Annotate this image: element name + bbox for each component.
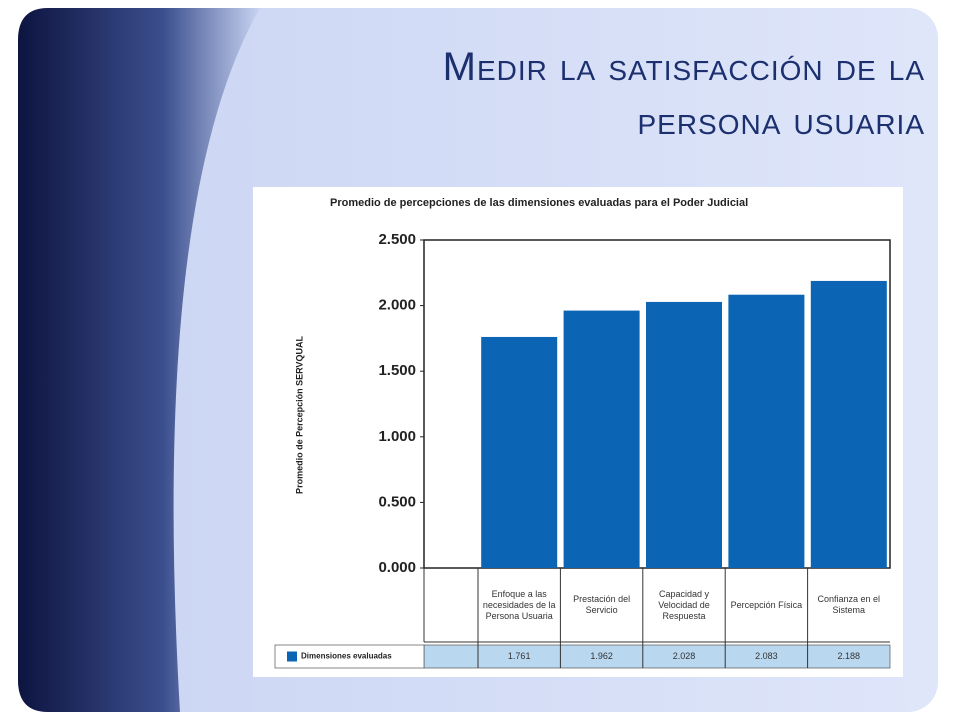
data-label: 2.188 <box>838 651 861 661</box>
data-label: 1.761 <box>508 651 531 661</box>
legend-label: Dimensiones evaluadas <box>301 652 392 661</box>
x-tick-label: Prestación del Servicio <box>573 594 631 615</box>
y-axis-label: Promedio de Percepción SERVQUAL <box>294 336 304 494</box>
x-tick-label-box: Capacidad y Velocidad de Respuesta <box>658 588 710 621</box>
bar <box>810 280 887 568</box>
bar <box>563 310 640 568</box>
chart-title: Promedio de percepciones de las dimensio… <box>330 197 748 209</box>
x-tick-label: Capacidad y Velocidad de Respuesta <box>658 588 710 621</box>
data-label: 2.028 <box>673 651 696 661</box>
y-tick-label: 0.000 <box>378 559 416 576</box>
bar <box>481 336 558 568</box>
side-panel <box>18 8 260 712</box>
y-tick-label: 2.500 <box>378 231 416 248</box>
slide-title: Medir la satisfacción de la persona usua… <box>442 45 925 143</box>
data-label: 1.962 <box>590 651 613 661</box>
y-tick-label: 0.500 <box>378 493 416 510</box>
x-tick-label: Confianza en el Sistema <box>817 594 881 615</box>
y-tick-label: 2.000 <box>378 297 416 314</box>
legend-cell-bg <box>274 644 425 669</box>
x-tick-label-box: Percepción Física <box>730 599 803 610</box>
bar <box>646 301 722 568</box>
x-tick-label-box: Prestación del Servicio <box>573 594 631 615</box>
x-tick-label-box: Enfoque a las necesidades de la Persona … <box>482 588 556 621</box>
x-tick-label-box: Confianza en el Sistema <box>817 594 881 615</box>
y-tick-label: 1.500 <box>378 362 416 379</box>
x-tick-label: Percepción Física <box>730 599 803 610</box>
x-tick-label: Enfoque a las necesidades de la Persona … <box>482 588 556 621</box>
y-tick-label: 1.000 <box>378 428 416 445</box>
data-row-bg <box>423 644 891 669</box>
data-label: 2.083 <box>755 651 778 661</box>
bar <box>728 294 805 568</box>
legend-swatch <box>287 651 297 662</box>
